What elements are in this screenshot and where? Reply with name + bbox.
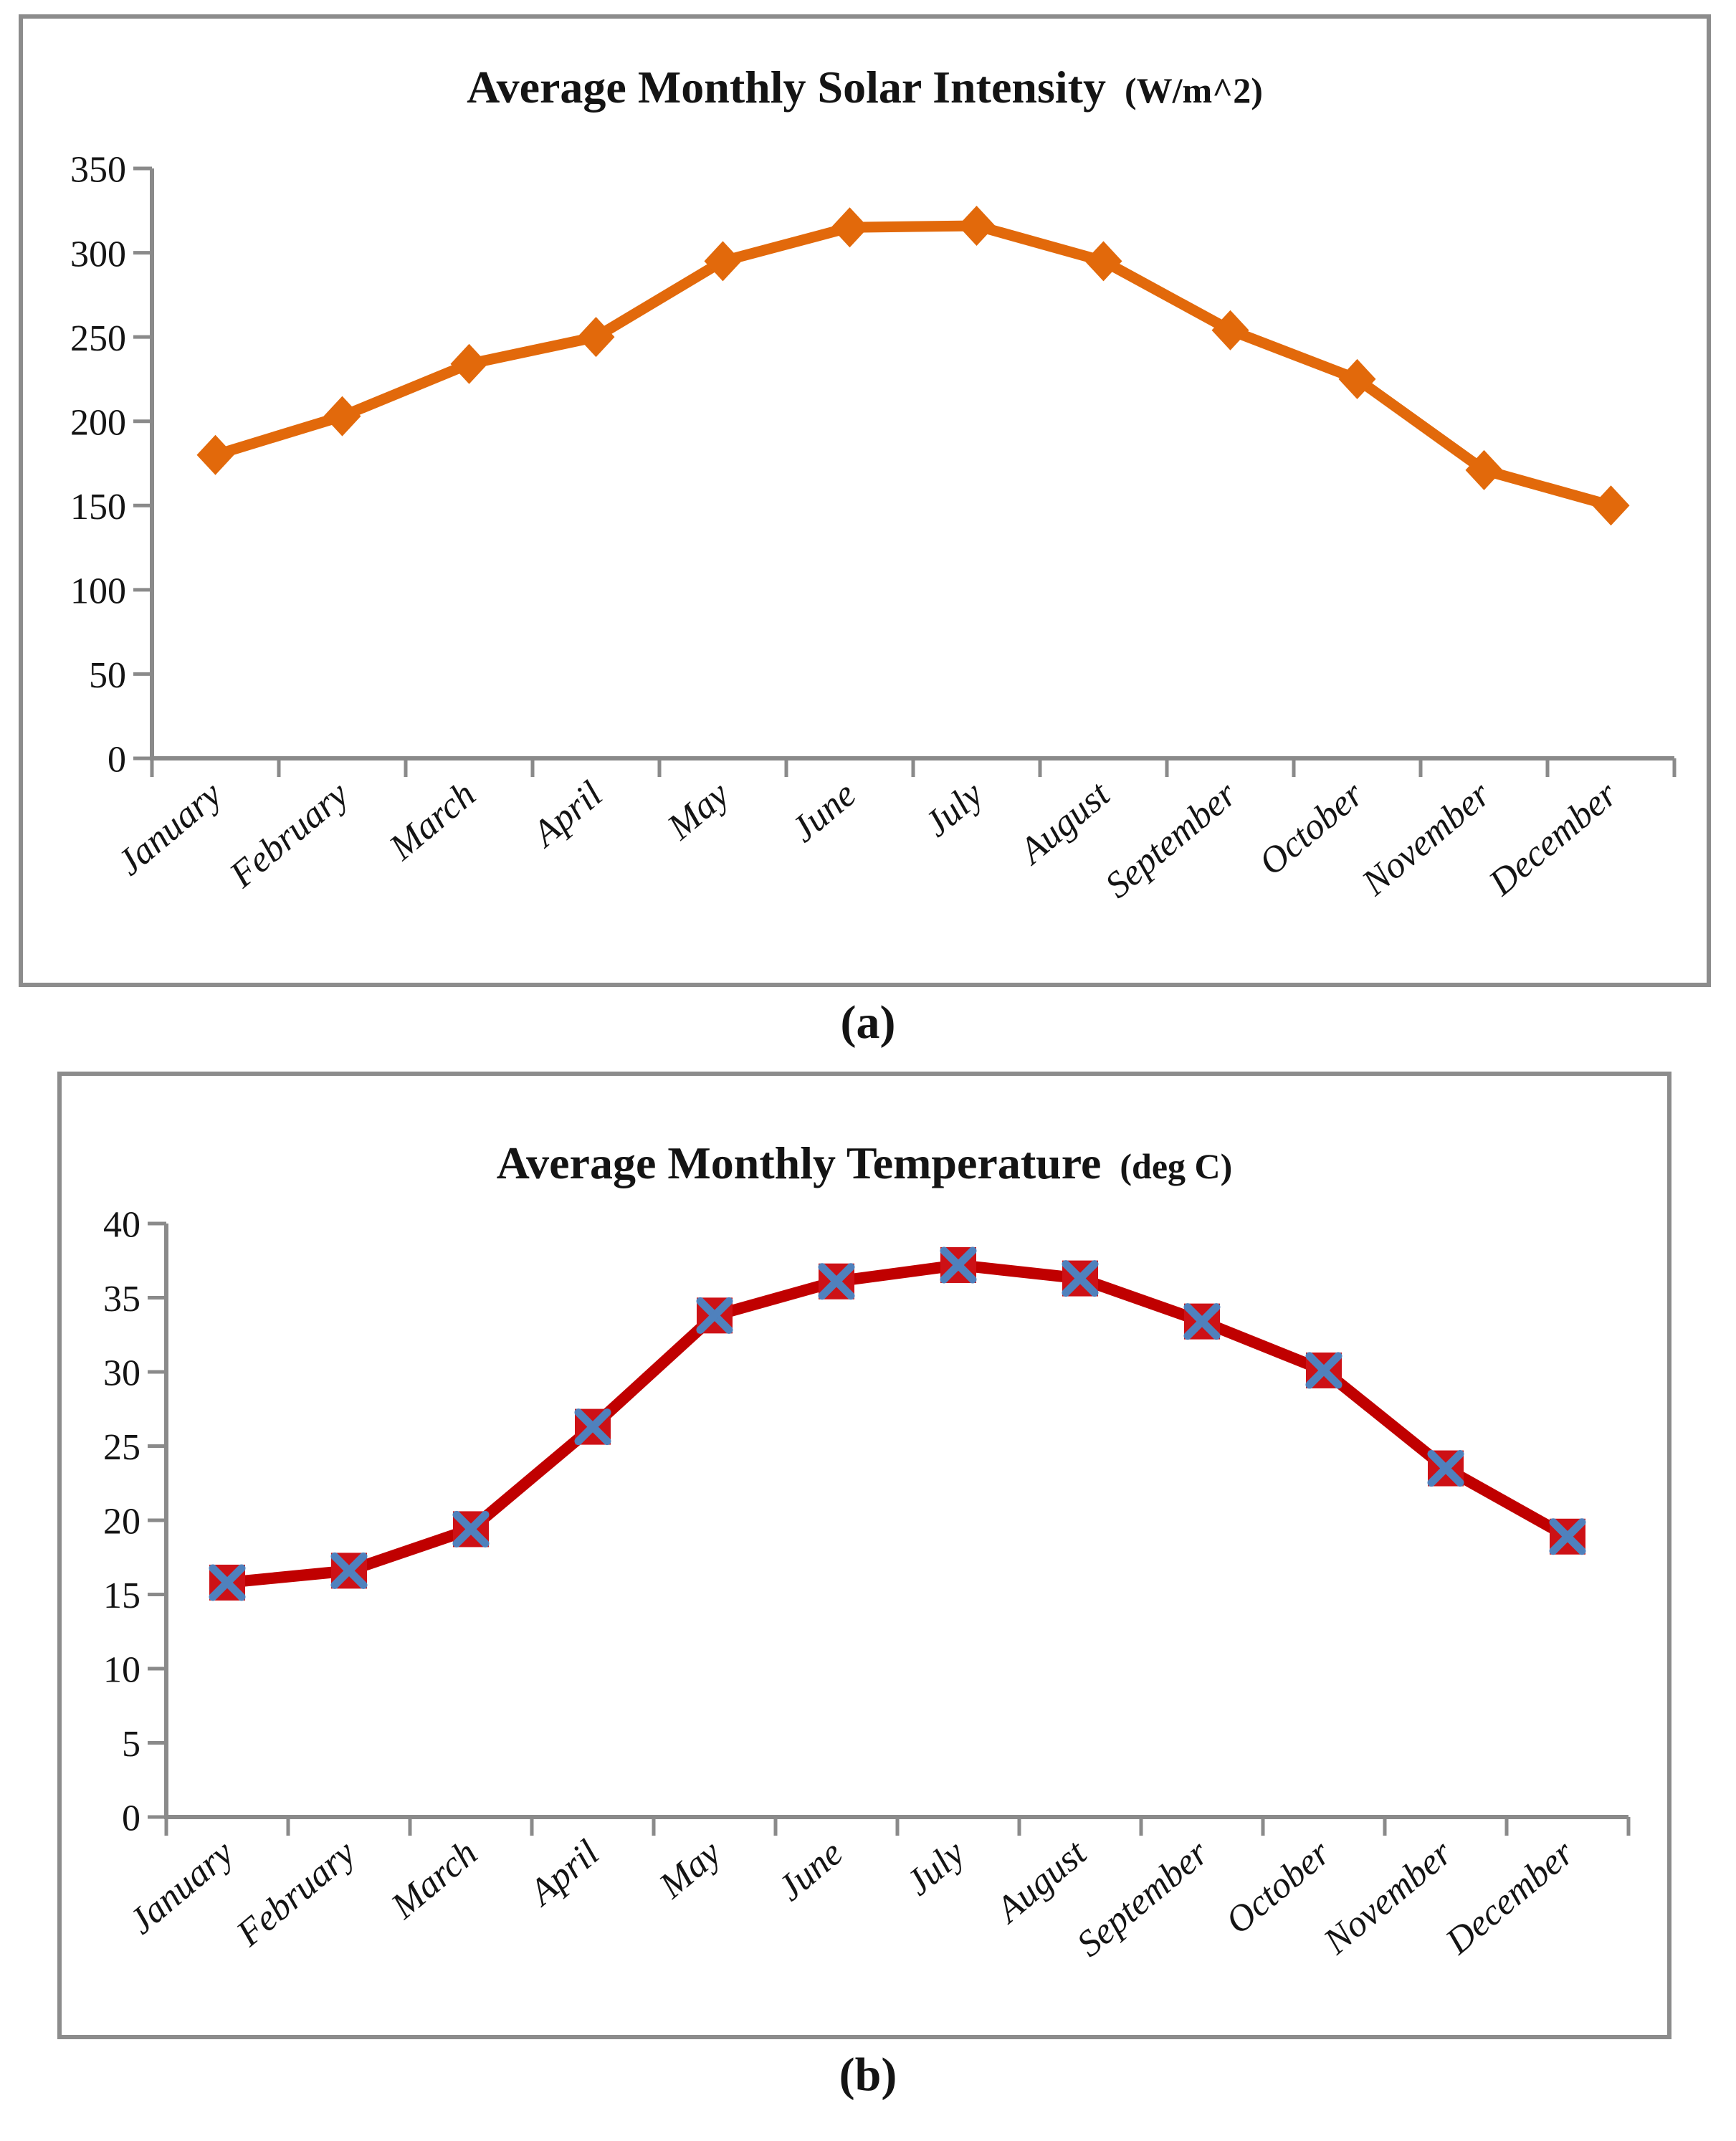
data-point-diamond-marker	[1338, 358, 1376, 399]
marker-x-stroke	[696, 1297, 733, 1334]
x-axis-month-label: October	[1251, 773, 1372, 884]
y-axis-tick-label: 200	[70, 402, 126, 443]
x-axis-month-label: July	[917, 773, 991, 845]
data-series-line	[221, 1259, 1573, 1588]
y-axis-tick-label: 0	[122, 1798, 140, 1839]
caption-b: (b)	[839, 2049, 897, 2101]
chart-b-title-unit: (deg C)	[1120, 1146, 1233, 1186]
x-axis-month-label: March	[381, 774, 483, 869]
marker-x-stroke	[1062, 1260, 1099, 1297]
y-axis-tick-label: 0	[108, 740, 126, 781]
x-axis-month-label: November	[1316, 1832, 1461, 1963]
x-axis-month-label: September	[1069, 1832, 1216, 1965]
y-axis-tick-label: 20	[103, 1502, 140, 1542]
solar-intensity-chart: Average Monthly Solar Intensity (W/m^2) …	[19, 14, 1711, 987]
x-axis-month-label: January	[122, 1832, 242, 1942]
marker-x-stroke	[574, 1408, 611, 1446]
marker-x-stroke	[1183, 1303, 1221, 1340]
data-point-diamond-marker	[577, 317, 615, 358]
marker-x-stroke	[330, 1552, 368, 1589]
data-point-diamond-marker	[323, 396, 361, 437]
y-axis-tick-label: 100	[70, 571, 126, 612]
x-axis-month-label: August	[1011, 773, 1119, 873]
y-axis-tick-label: 10	[103, 1650, 140, 1691]
data-point-diamond-marker	[1592, 485, 1630, 526]
marker-x-stroke	[452, 1510, 490, 1548]
y-axis-tick-label: 250	[70, 318, 126, 359]
y-axis-tick-label: 150	[70, 487, 126, 528]
x-axis-month-label: May	[659, 773, 738, 848]
x-axis-month-label: January	[110, 773, 230, 884]
data-point-diamond-marker	[1211, 310, 1249, 351]
x-axis-month-label: June	[783, 774, 864, 851]
y-axis-tick-label: 50	[89, 655, 126, 696]
x-axis-month-label: August	[987, 1832, 1095, 1932]
x-axis-month-label: July	[899, 1832, 973, 1904]
data-point-diamond-marker	[704, 241, 742, 282]
chart-b-title: Average Monthly Temperature (deg C)	[62, 1139, 1667, 1187]
y-axis-tick-label: 350	[70, 150, 126, 191]
marker-x-stroke	[1549, 1518, 1586, 1555]
chart-b-title-text: Average Monthly Temperature	[496, 1138, 1102, 1188]
x-axis-month-label: October	[1218, 1832, 1339, 1942]
data-point-diamond-marker	[958, 205, 996, 246]
y-axis-tick-label: 40	[103, 1205, 140, 1246]
x-axis-month-label: September	[1097, 773, 1244, 906]
data-point-diamond-marker	[1084, 241, 1122, 282]
chart-a-title-unit: (W/m^2)	[1124, 70, 1263, 110]
y-axis-tick-label: 30	[103, 1353, 140, 1394]
x-axis-month-label: June	[771, 1833, 851, 1909]
x-axis-month-label: April	[520, 1833, 607, 1914]
x-axis-month-label: December	[1481, 773, 1626, 904]
y-axis-tick-label: 35	[103, 1279, 140, 1320]
chart-a-title: Average Monthly Solar Intensity (W/m^2)	[23, 63, 1707, 111]
x-axis-month-label: November	[1354, 773, 1499, 904]
data-series-line	[210, 220, 1616, 511]
marker-x-stroke	[1427, 1450, 1464, 1487]
x-axis-month-label: April	[523, 774, 610, 856]
data-point-diamond-marker	[831, 207, 869, 248]
x-axis-month-label: May	[652, 1832, 730, 1907]
y-axis-tick-label: 15	[103, 1575, 140, 1616]
data-point-diamond-marker	[196, 434, 234, 475]
marker-x-stroke	[209, 1564, 246, 1601]
chart-a-title-text: Average Monthly Solar Intensity	[467, 62, 1106, 113]
marker-x-stroke	[1305, 1352, 1342, 1389]
x-axis-month-label: December	[1438, 1832, 1583, 1963]
temperature-chart: Average Monthly Temperature (deg C) 0 5 10…	[57, 1072, 1671, 2039]
x-axis-month-label: March	[383, 1833, 485, 1927]
x-axis-month-label: February	[221, 773, 357, 896]
y-axis-tick-label: 5	[122, 1724, 140, 1765]
data-point-diamond-marker	[1465, 449, 1503, 490]
y-axis-tick-label: 25	[103, 1427, 140, 1468]
marker-x-stroke	[940, 1246, 977, 1284]
data-point-diamond-marker	[450, 343, 488, 384]
x-axis-month-label: February	[229, 1832, 364, 1955]
caption-a: (a)	[840, 996, 896, 1049]
y-axis-tick-label: 300	[70, 234, 126, 275]
marker-x-stroke	[818, 1263, 855, 1300]
